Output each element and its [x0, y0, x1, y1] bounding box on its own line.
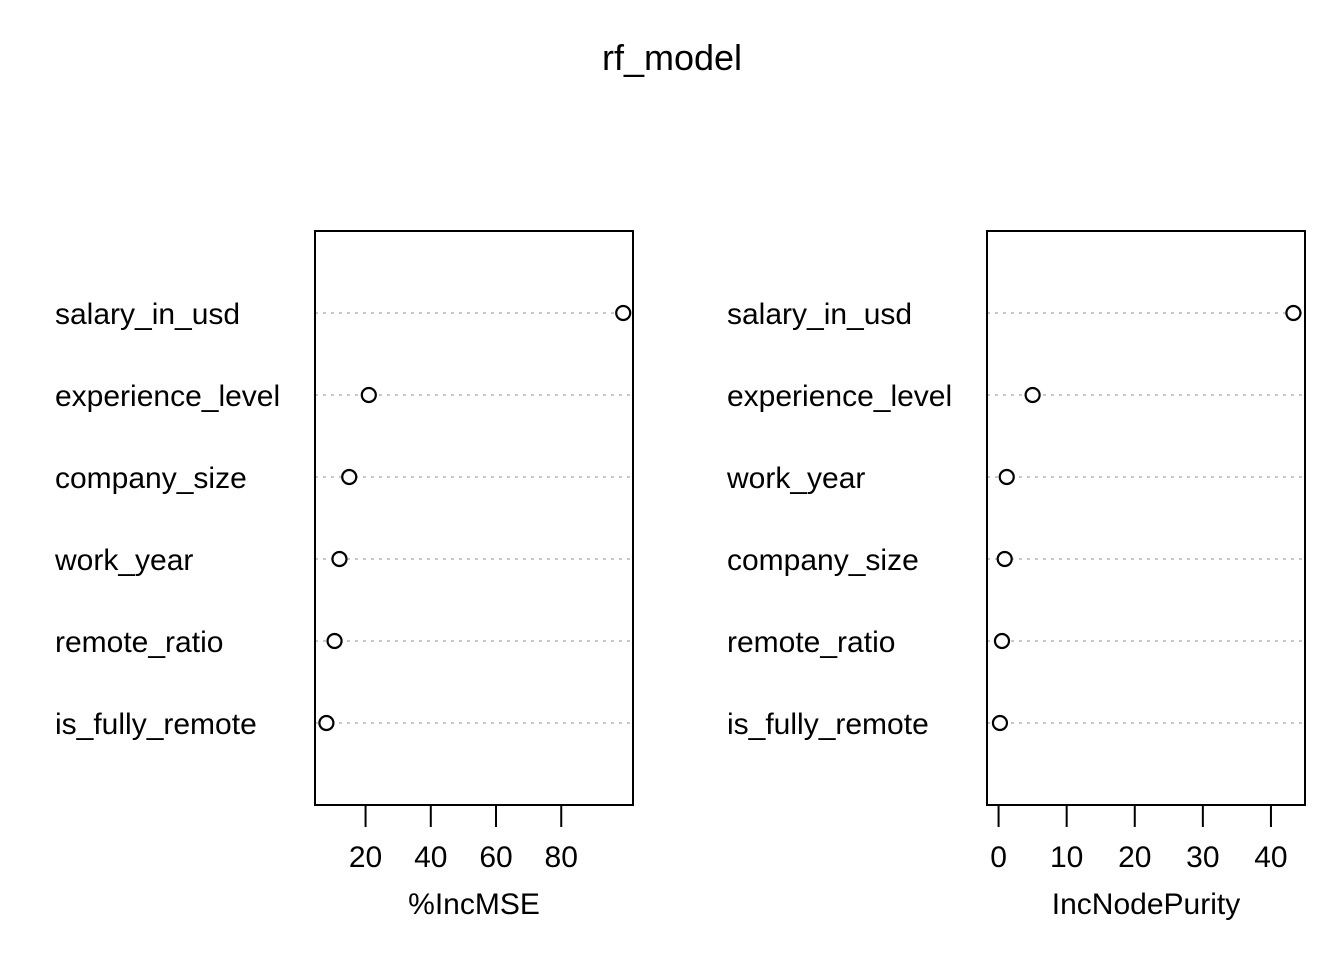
x-tick-label: 10 — [1050, 841, 1083, 874]
variable-label: experience_level — [727, 380, 952, 413]
variable-label: remote_ratio — [727, 626, 895, 659]
variable-label: is_fully_remote — [727, 708, 929, 741]
data-point — [341, 468, 358, 486]
data-point — [1285, 304, 1302, 322]
variable-label: company_size — [727, 544, 919, 577]
panel-2: salary_in_usd experience_level work_yearco… — [726, 230, 1306, 921]
data-point — [615, 304, 632, 322]
chart-title: rf_model — [602, 37, 742, 78]
plot-frame — [986, 230, 1306, 806]
variable-label: salary_in_usd — [55, 298, 240, 331]
x-tick-label: 30 — [1186, 841, 1219, 874]
variable-label: company_size — [55, 462, 247, 495]
data-point — [318, 714, 335, 732]
data-point — [1024, 386, 1041, 404]
variable-label: work_year — [726, 462, 865, 495]
data-point — [991, 714, 1009, 732]
x-tick-label: 80 — [545, 841, 578, 874]
plot-frame — [314, 230, 634, 806]
variable-label: experience_level — [55, 380, 280, 413]
data-point — [996, 550, 1013, 568]
variable-label: remote_ratio — [55, 626, 223, 659]
x-tick-label: 0 — [990, 841, 1007, 874]
x-axis-title: IncNodePurity — [1052, 888, 1240, 921]
x-tick-label: 20 — [1118, 841, 1151, 874]
x-tick-label: 40 — [414, 841, 447, 874]
data-point — [326, 632, 343, 650]
panels: salary_in_usd experience_level company_siz… — [54, 230, 1306, 921]
data-point — [993, 632, 1011, 650]
variable-label: work_year — [54, 544, 193, 577]
variable-label: is_fully_remote — [55, 708, 257, 741]
variable-label: salary_in_usd — [727, 298, 912, 331]
x-tick-label: 60 — [479, 841, 512, 874]
x-axis-title: %IncMSE — [408, 888, 540, 921]
x-tick-label: 40 — [1254, 841, 1287, 874]
x-tick-label: 20 — [349, 841, 382, 874]
data-point — [331, 550, 348, 568]
data-point — [998, 468, 1015, 486]
data-point — [360, 386, 377, 404]
panel-1: salary_in_usd experience_level company_siz… — [54, 230, 634, 921]
